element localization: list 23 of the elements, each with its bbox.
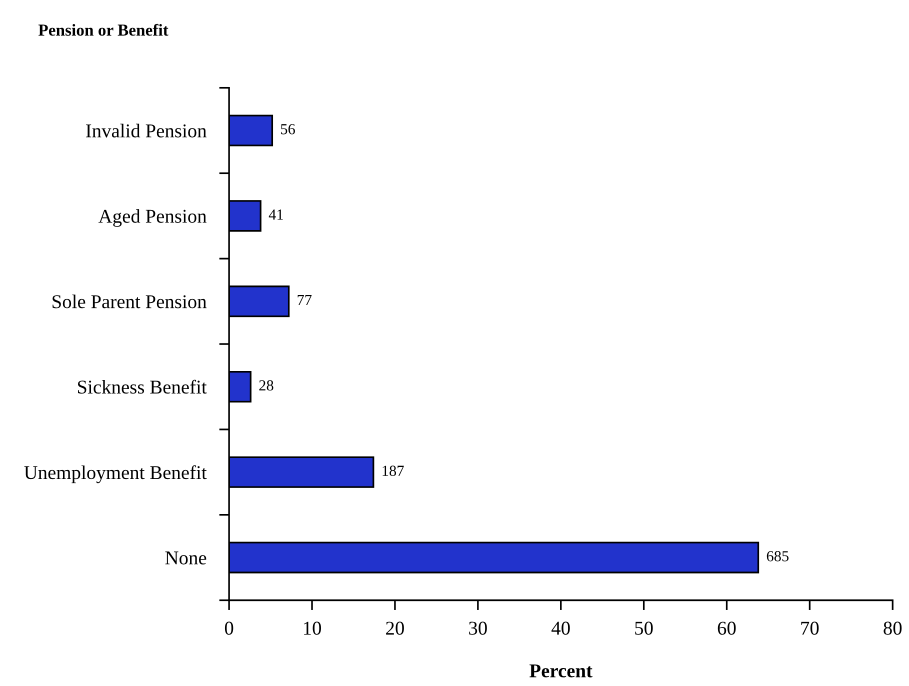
annotation: 77	[298, 294, 312, 305]
annotation: 187	[382, 466, 404, 476]
y-tick-label: Unemployment Benefit	[24, 465, 207, 484]
y-tick-label: Invalid Pension	[86, 124, 207, 138]
x-tick-label: 40	[552, 622, 570, 635]
annotation: 56	[281, 124, 295, 134]
x-tick-label: 0	[224, 622, 234, 635]
annotation: 685	[766, 551, 789, 562]
y-tick-label: Sickness Benefit	[78, 380, 207, 394]
x-tick-label: 60	[718, 622, 736, 635]
y-axis-title: Pension or Benefit	[38, 24, 168, 36]
x-axis-title: Percent	[530, 664, 592, 678]
x-tick-label: 20	[386, 622, 404, 635]
y-tick-label: None	[165, 552, 206, 564]
annotation: 41	[268, 210, 283, 220]
x-tick-label: 70	[801, 622, 819, 635]
annotation: 28	[259, 380, 274, 391]
x-tick-label: 30	[469, 622, 487, 635]
x-tick-label: 80	[884, 622, 902, 635]
y-tick-label: Sole Parent Pension	[52, 294, 207, 308]
y-tick-label: Aged Pension	[98, 209, 207, 227]
x-tick-label: 10	[304, 622, 321, 635]
x-tick-label: 50	[635, 622, 653, 635]
